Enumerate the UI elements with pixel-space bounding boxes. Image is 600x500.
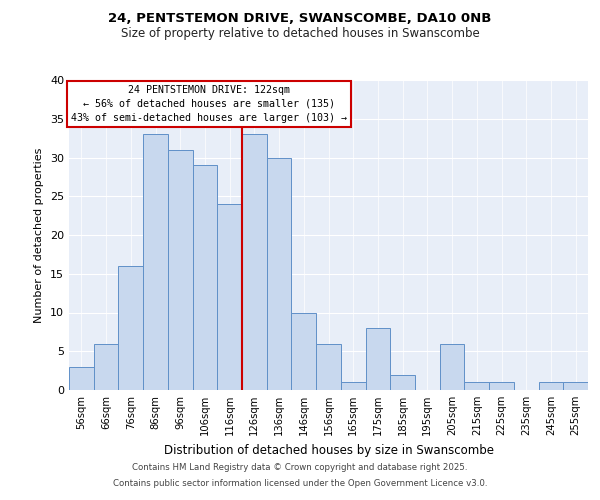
Bar: [563, 382, 588, 390]
Bar: [292, 312, 316, 390]
X-axis label: Distribution of detached houses by size in Swanscombe: Distribution of detached houses by size …: [163, 444, 493, 456]
Text: 24 PENTSTEMON DRIVE: 122sqm
← 56% of detached houses are smaller (135)
43% of se: 24 PENTSTEMON DRIVE: 122sqm ← 56% of det…: [71, 84, 347, 122]
Text: Contains HM Land Registry data © Crown copyright and database right 2025.: Contains HM Land Registry data © Crown c…: [132, 464, 468, 472]
Text: Size of property relative to detached houses in Swanscombe: Size of property relative to detached ho…: [121, 28, 479, 40]
Bar: [365, 328, 390, 390]
Bar: [316, 344, 341, 390]
Bar: [267, 158, 292, 390]
Y-axis label: Number of detached properties: Number of detached properties: [34, 148, 44, 322]
Bar: [143, 134, 168, 390]
Bar: [94, 344, 118, 390]
Bar: [440, 344, 464, 390]
Bar: [118, 266, 143, 390]
Text: 24, PENTSTEMON DRIVE, SWANSCOMBE, DA10 0NB: 24, PENTSTEMON DRIVE, SWANSCOMBE, DA10 0…: [109, 12, 491, 26]
Bar: [193, 165, 217, 390]
Bar: [489, 382, 514, 390]
Text: Contains public sector information licensed under the Open Government Licence v3: Contains public sector information licen…: [113, 478, 487, 488]
Bar: [242, 134, 267, 390]
Bar: [168, 150, 193, 390]
Bar: [539, 382, 563, 390]
Bar: [69, 367, 94, 390]
Bar: [341, 382, 365, 390]
Bar: [217, 204, 242, 390]
Bar: [464, 382, 489, 390]
Bar: [390, 374, 415, 390]
